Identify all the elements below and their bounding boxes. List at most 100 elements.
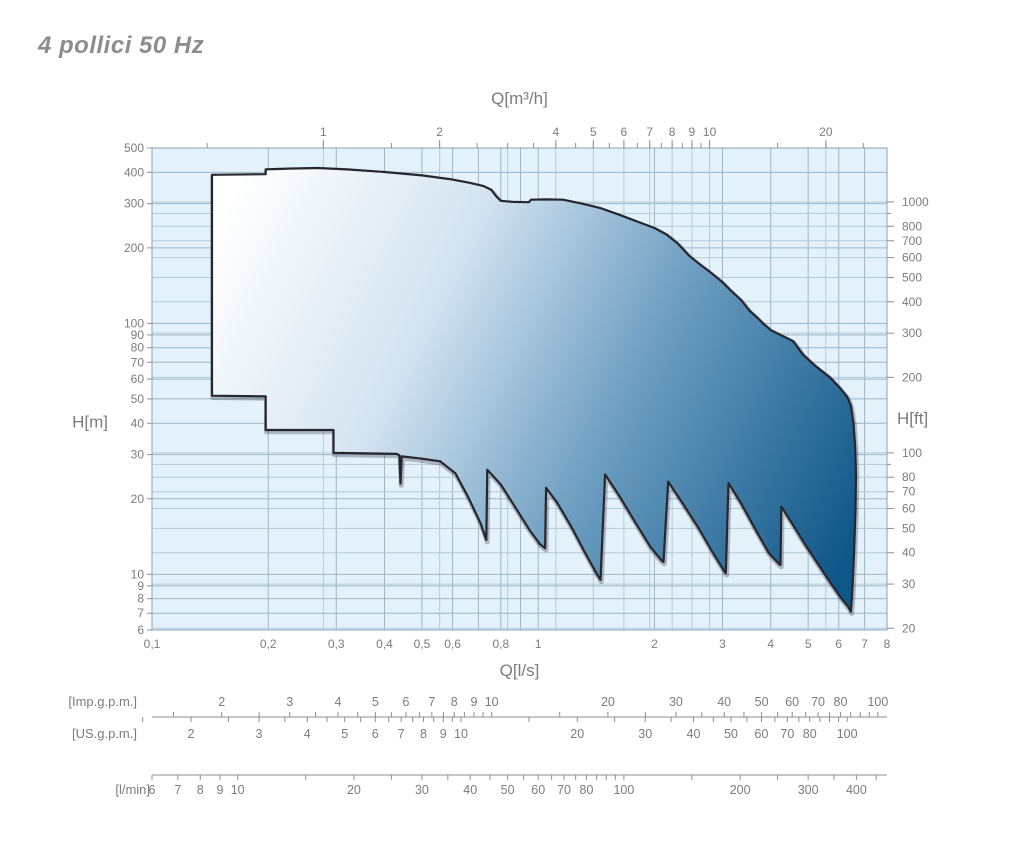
us-gpm-label: 5 (341, 727, 348, 741)
us-gpm-label: 80 (803, 727, 817, 741)
top-axis-label: 9 (689, 125, 696, 139)
top-axis-label: 7 (646, 125, 653, 139)
imp-gpm-label: 70 (811, 695, 825, 709)
left-axis-label: 50 (131, 392, 145, 406)
left-axis-label: 30 (131, 448, 145, 462)
right-axis-label: 40 (902, 546, 916, 560)
bottom-axis-label: 0,4 (376, 637, 393, 651)
top-axis-label: 10 (703, 125, 717, 139)
lmin-label: 8 (197, 783, 204, 797)
us-gpm-label: 7 (398, 727, 405, 741)
lmin-label: 300 (798, 783, 819, 797)
lmin-label: 9 (217, 783, 224, 797)
imp-gpm-label: 50 (755, 695, 769, 709)
us-gpm-label: 100 (837, 727, 858, 741)
right-axis-label: 70 (902, 485, 916, 499)
bottom-axis: 0,1 0,2 0,3 0,4 0,5 0,6 0,8 1 2 3 4 5 6 7 8 Q[l/s] (144, 637, 891, 680)
us-gpm-label: 60 (755, 727, 769, 741)
left-axis-title: H[m] (72, 412, 108, 431)
bottom-axis-label: 7 (861, 637, 868, 651)
lmin-label: 60 (531, 783, 545, 797)
left-axis-label: 100 (124, 316, 144, 330)
right-axis-label: 600 (902, 251, 922, 265)
left-axis-label: 400 (124, 165, 144, 179)
bottom-axis-label: 3 (719, 637, 726, 651)
us-gpm-label: 8 (420, 727, 427, 741)
right-axis-label: 400 (902, 295, 922, 309)
bottom-axis-label: 0,5 (414, 637, 431, 651)
imp-gpm-label: 100 (867, 695, 888, 709)
imp-gpm-label: 5 (372, 695, 379, 709)
right-axis-label: 60 (902, 502, 916, 516)
imp-gpm-label: 20 (601, 695, 615, 709)
bottom-axis-label: 0,3 (328, 637, 345, 651)
right-axis-label: 80 (902, 470, 916, 484)
imp-gpm-label: 40 (717, 695, 731, 709)
imp-gpm-label: 2 (218, 695, 225, 709)
imp-gpm-label: 60 (785, 695, 799, 709)
us-gpm-label: 2 (188, 727, 195, 741)
right-axis-label: 1000 (902, 195, 929, 209)
us-gpm-label: 20 (570, 727, 584, 741)
lmin-label: 200 (730, 783, 751, 797)
top-axis-label: 2 (436, 125, 443, 139)
lmin-label: 400 (846, 783, 867, 797)
bottom-axis-label: 4 (767, 637, 774, 651)
left-axis-label: 500 (124, 141, 144, 155)
left-axis-label: 9 (137, 579, 144, 593)
top-axis-label: 20 (819, 125, 833, 139)
us-gpm-label: 10 (454, 727, 468, 741)
imp-gpm-label: 9 (471, 695, 478, 709)
bottom-axis-label: 5 (805, 637, 812, 651)
top-axis: 1 2 4 5 6 7 8 9 10 20 Q[m³/h] (206, 89, 864, 148)
imp-gpm-label: 4 (335, 695, 342, 709)
gpm-scales: 2 3 4 5 6 7 8 9 10 20 30 40 50 60 70 80 100[Imp.g.p.m.]2… (68, 694, 888, 741)
left-axis-label: 300 (124, 197, 144, 211)
left-axis-label: 200 (124, 241, 144, 255)
imp-gpm-scale-title: [Imp.g.p.m.] (68, 694, 137, 709)
left-axis-label: 60 (131, 372, 145, 386)
lmin-label: 20 (347, 783, 361, 797)
left-axis-label: 8 (137, 592, 144, 606)
right-axis-label: 300 (902, 326, 922, 340)
us-gpm-scale-title: [US.g.p.m.] (72, 726, 137, 741)
lmin-scale-title: [l/min] (115, 782, 150, 797)
left-axis-label: 70 (131, 355, 145, 369)
imp-gpm-label: 8 (451, 695, 458, 709)
imp-gpm-label: 7 (428, 695, 435, 709)
bottom-axis-label: 0,2 (260, 637, 277, 651)
bottom-axis-label: 8 (884, 637, 891, 651)
us-gpm-label: 40 (687, 727, 701, 741)
right-axis-label: 700 (902, 234, 922, 248)
bottom-axis-label: 6 (835, 637, 842, 651)
imp-gpm-scale: 2 3 4 5 6 7 8 9 10 20 30 40 50 60 70 80 100 [Imp.g.p.m.] (68, 694, 888, 717)
top-axis-label: 1 (320, 125, 327, 139)
bottom-axis-label: 0,6 (444, 637, 461, 651)
lmin-label: 10 (231, 783, 245, 797)
us-gpm-label: 50 (724, 727, 738, 741)
imp-gpm-label: 30 (669, 695, 683, 709)
left-axis-label: 40 (131, 416, 145, 430)
lmin-label: 30 (415, 783, 429, 797)
bottom-axis-label: 0,1 (144, 637, 161, 651)
bottom-axis-label: 0,8 (492, 637, 509, 651)
us-gpm-label: 3 (256, 727, 263, 741)
right-axis-label: 200 (902, 370, 922, 384)
left-axis-label: 90 (131, 328, 145, 342)
left-axis-label: 20 (131, 492, 145, 506)
top-axis-label: 6 (621, 125, 628, 139)
right-axis-label: 30 (902, 577, 916, 591)
pump-coverage-envelope (210, 166, 860, 616)
imp-gpm-label: 6 (403, 695, 410, 709)
right-axis-label: 100 (902, 446, 922, 460)
right-axis-label: 20 (902, 621, 916, 635)
lmin-label: 70 (557, 783, 571, 797)
us-gpm-scale: 2 3 4 5 6 7 8 9 10 20 30 40 50 60 70 80 100 [US.g.p.m.] (72, 717, 858, 741)
lmin-label: 40 (463, 783, 477, 797)
imp-gpm-label: 10 (485, 695, 499, 709)
us-gpm-label: 6 (372, 727, 379, 741)
left-axis-label: 80 (131, 341, 145, 355)
